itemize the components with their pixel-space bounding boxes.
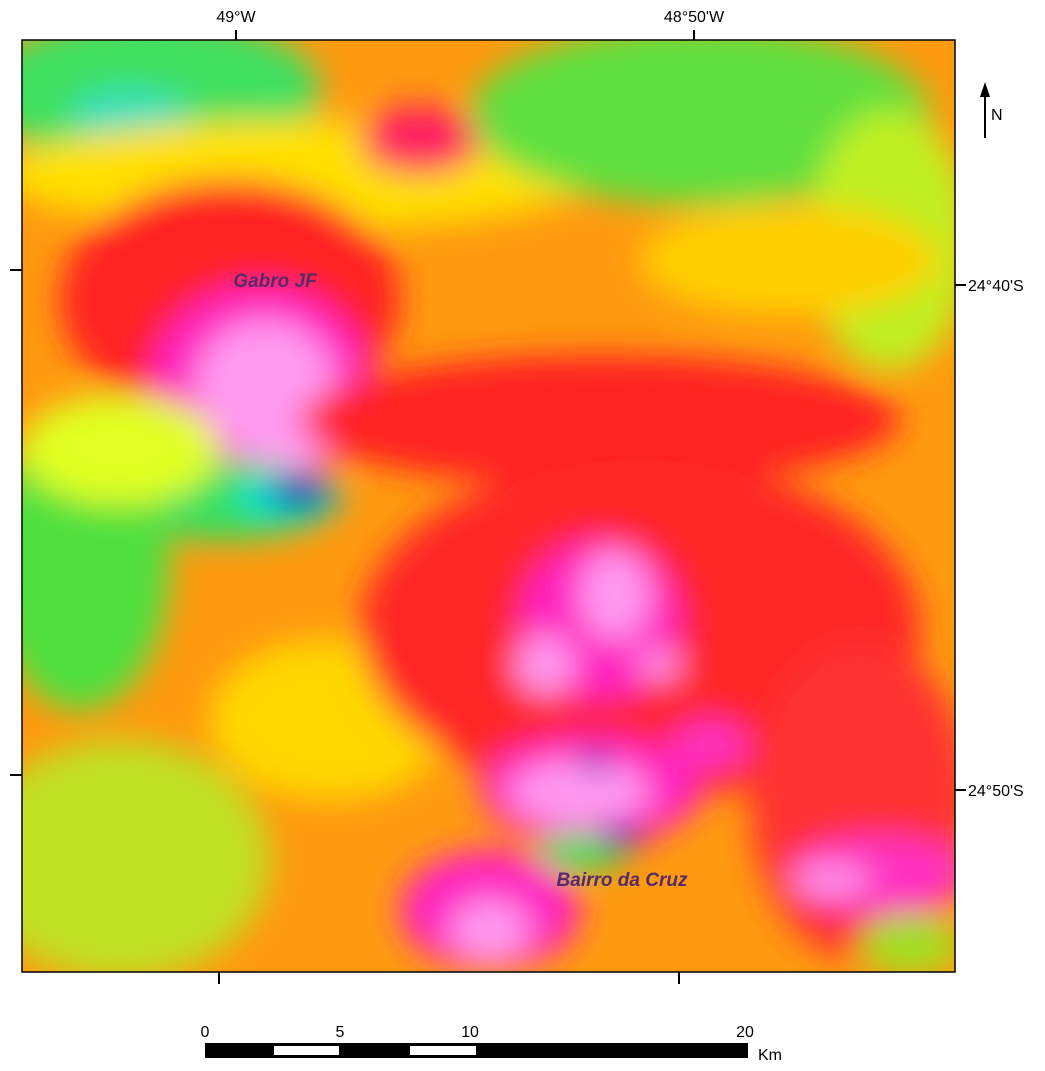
raster-patch (360, 105, 480, 175)
north-label: N (991, 107, 1003, 124)
latitude-label: 24°40'S (968, 278, 1024, 295)
raster-patch (638, 650, 682, 680)
scale-bar: 0 5 10 20 Km (201, 1024, 782, 1064)
scale-unit: Km (758, 1047, 782, 1064)
place-label: Gabro JF (233, 271, 318, 292)
raster-patch (640, 205, 940, 315)
longitude-label: 48°50'W (664, 9, 725, 26)
raster-patch (790, 865, 870, 895)
north-arrow-head (980, 82, 990, 97)
scale-label: 20 (736, 1024, 754, 1041)
raster-patch (860, 915, 960, 975)
scale-label: 5 (336, 1024, 345, 1041)
raster-patch (670, 720, 750, 770)
raster-patch (580, 550, 650, 640)
place-label: Bairro da Cruz (557, 870, 688, 891)
scale-segment (410, 1046, 476, 1055)
longitude-label: 49°W (216, 9, 256, 26)
raster-patch (600, 826, 644, 850)
scale-segment (274, 1046, 339, 1055)
raster-patch (20, 395, 220, 505)
map: 49°W 48°50'W 24°40'S 24°50'S N Gabro JF … (0, 0, 1045, 1066)
scale-label: 0 (201, 1024, 210, 1041)
body: 49°W 48°50'W 24°40'S 24°50'S N Gabro JF … (0, 0, 1045, 1071)
north-arrow: N (980, 82, 1003, 138)
raster (0, 15, 970, 980)
raster-patch (510, 760, 650, 824)
latitude-label: 24°50'S (968, 783, 1024, 800)
raster-patch (581, 752, 609, 772)
raster-patch (450, 900, 530, 960)
scale-label: 10 (461, 1024, 479, 1041)
raster-patch (515, 635, 575, 695)
raster-patch (268, 476, 332, 508)
page: {"map": {"top_labels": ["49°W", "48°50'W… (0, 0, 1045, 1071)
